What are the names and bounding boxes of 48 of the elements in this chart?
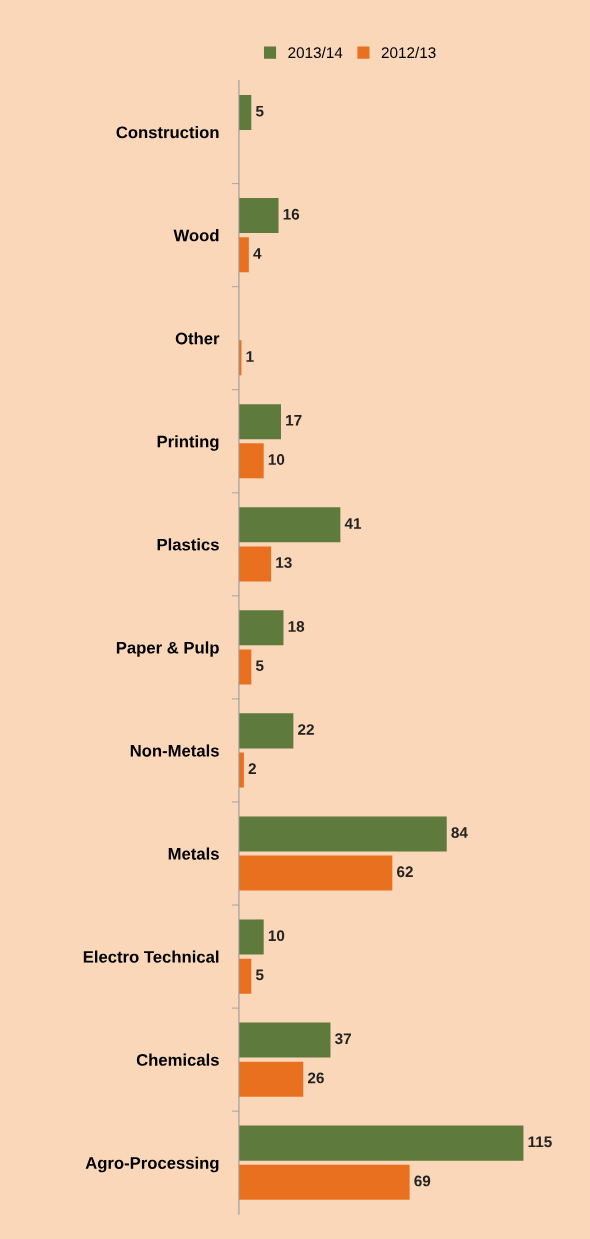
data-label: 5	[255, 660, 264, 672]
data-label: 69	[414, 1175, 431, 1187]
bar	[238, 610, 284, 646]
y-tick-label: Printing	[157, 435, 219, 451]
y-tick-label: Electro Technical	[83, 950, 219, 963]
y-tick-label: Chemicals	[136, 1053, 219, 1066]
y-tick-label: Construction	[116, 126, 219, 139]
bar	[238, 816, 447, 852]
legend-label: 2013/14	[288, 46, 343, 59]
y-tick-label: Plastics	[157, 538, 219, 551]
data-label: 26	[307, 1072, 324, 1084]
data-label: 18	[288, 621, 305, 632]
data-label: 41	[344, 518, 362, 529]
data-label: 16	[283, 208, 300, 220]
bar	[238, 198, 279, 234]
data-label: 5	[255, 969, 264, 981]
bar	[238, 919, 264, 955]
bar	[238, 1164, 410, 1200]
bar	[238, 855, 393, 891]
legend-label: 2012/13	[381, 46, 436, 59]
data-label: 10	[268, 454, 285, 465]
data-label: 5	[255, 105, 264, 117]
bar	[238, 713, 294, 749]
y-tick-label: Non-Metals	[130, 744, 219, 757]
data-label: 115	[528, 1136, 552, 1148]
data-label: 13	[276, 557, 292, 569]
data-label: 10	[268, 930, 285, 942]
bar	[238, 237, 249, 273]
bar	[238, 1061, 304, 1097]
bar	[238, 404, 281, 440]
y-tick-label: Metals	[168, 847, 219, 860]
bar	[238, 1125, 524, 1161]
y-tick-label: Agro-Processing	[85, 1156, 219, 1173]
y-tick-label: Wood	[173, 229, 219, 242]
data-label: 84	[451, 827, 468, 839]
data-label: 2	[248, 763, 256, 774]
data-label: 17	[286, 415, 302, 426]
bar	[238, 507, 341, 543]
bar	[238, 443, 264, 479]
y-tick-label: Paper & Pulp	[116, 641, 219, 657]
bar	[238, 1022, 331, 1058]
data-label: 37	[334, 1033, 351, 1045]
y-tick-label: Other	[175, 332, 220, 345]
bar	[238, 546, 272, 582]
data-label: 1	[246, 351, 254, 362]
data-label: 62	[397, 866, 413, 878]
data-label: 22	[298, 724, 314, 735]
data-label: 4	[253, 248, 262, 259]
